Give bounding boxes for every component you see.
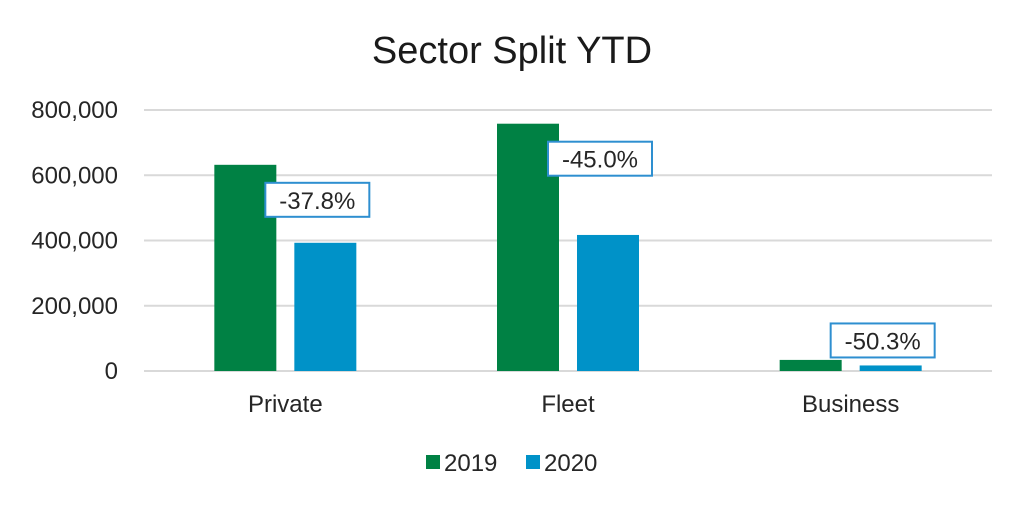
y-tick-label: 600,000 xyxy=(31,162,118,189)
data-label: -50.3% xyxy=(829,322,936,359)
x-category-label: Private xyxy=(248,391,323,418)
data-label-text: -50.3% xyxy=(845,328,921,355)
y-tick-label: 0 xyxy=(105,358,118,385)
data-label-box xyxy=(829,322,936,359)
bar-2020-fleet xyxy=(577,234,639,371)
data-label: -37.8% xyxy=(264,181,371,218)
legend-label-2019: 2019 xyxy=(444,450,497,477)
x-category-label: Fleet xyxy=(541,391,595,418)
y-tick-label: 200,000 xyxy=(31,293,118,320)
data-label: -45.0% xyxy=(547,140,653,177)
data-label-box xyxy=(547,140,653,177)
data-label-box xyxy=(264,181,371,218)
legend-label-2020: 2020 xyxy=(544,450,597,477)
legend-swatch-2019 xyxy=(426,455,440,469)
bar-2020-private xyxy=(294,242,357,371)
x-category-label: Business xyxy=(802,391,899,418)
y-tick-label: 800,000 xyxy=(31,97,118,124)
data-label-text: -45.0% xyxy=(562,147,638,174)
legend-swatch-2020 xyxy=(526,455,540,469)
y-tick-label: 400,000 xyxy=(31,228,118,255)
bar-2019-business xyxy=(779,359,842,371)
chart-title: Sector Split YTD xyxy=(372,30,652,72)
data-label-text: -37.8% xyxy=(279,188,355,215)
bar-2020-business xyxy=(859,365,922,371)
